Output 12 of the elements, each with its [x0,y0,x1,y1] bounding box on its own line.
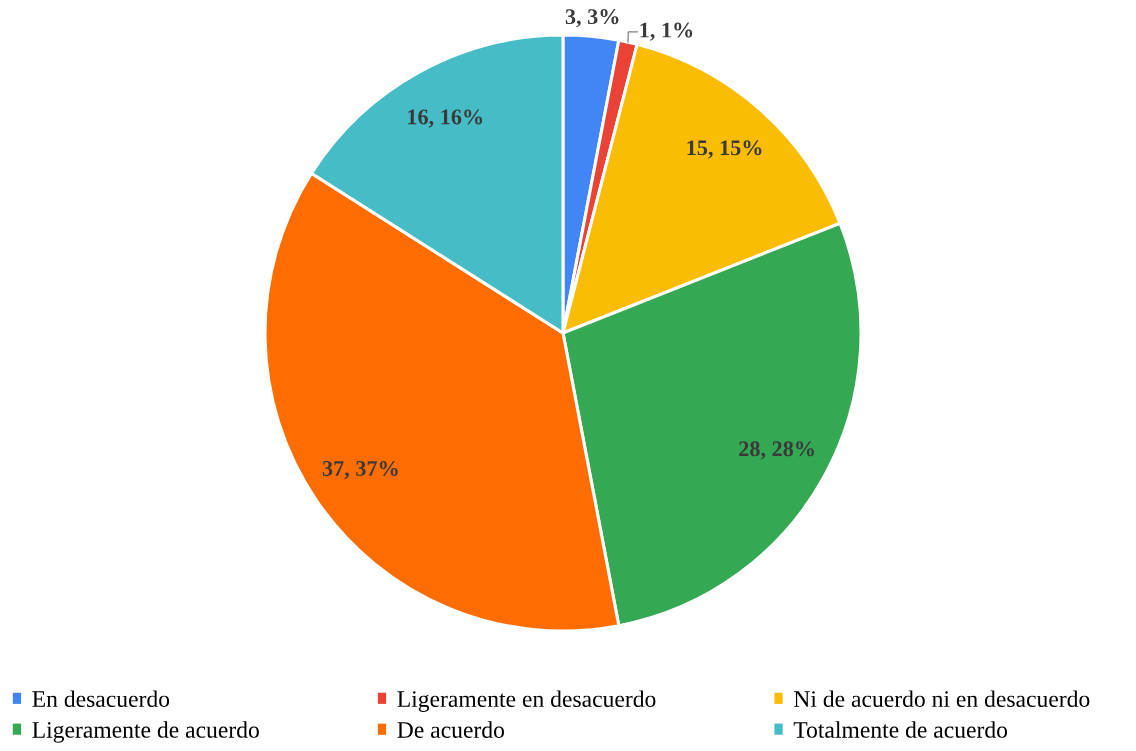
legend-label: Ni de acuerdo ni en desacuerdo [793,690,1090,708]
data-label: 3, 3% [565,9,619,28]
data-label: 28, 28% [739,441,814,460]
data-label: 37, 37% [322,460,398,480]
data-label: 1, 1% [640,22,693,41]
legend-label: De acuerdo [397,721,505,738]
data-label: 16, 16% [408,109,483,128]
data-label: 15, 15% [687,140,762,159]
legend-label: Totalmente de acuerdo [793,721,1008,738]
legend-label: En desacuerdo [32,690,170,708]
legend-label: Ligeramente de acuerdo [32,721,259,743]
legend-label: Ligeramente en desacuerdo [397,690,656,712]
